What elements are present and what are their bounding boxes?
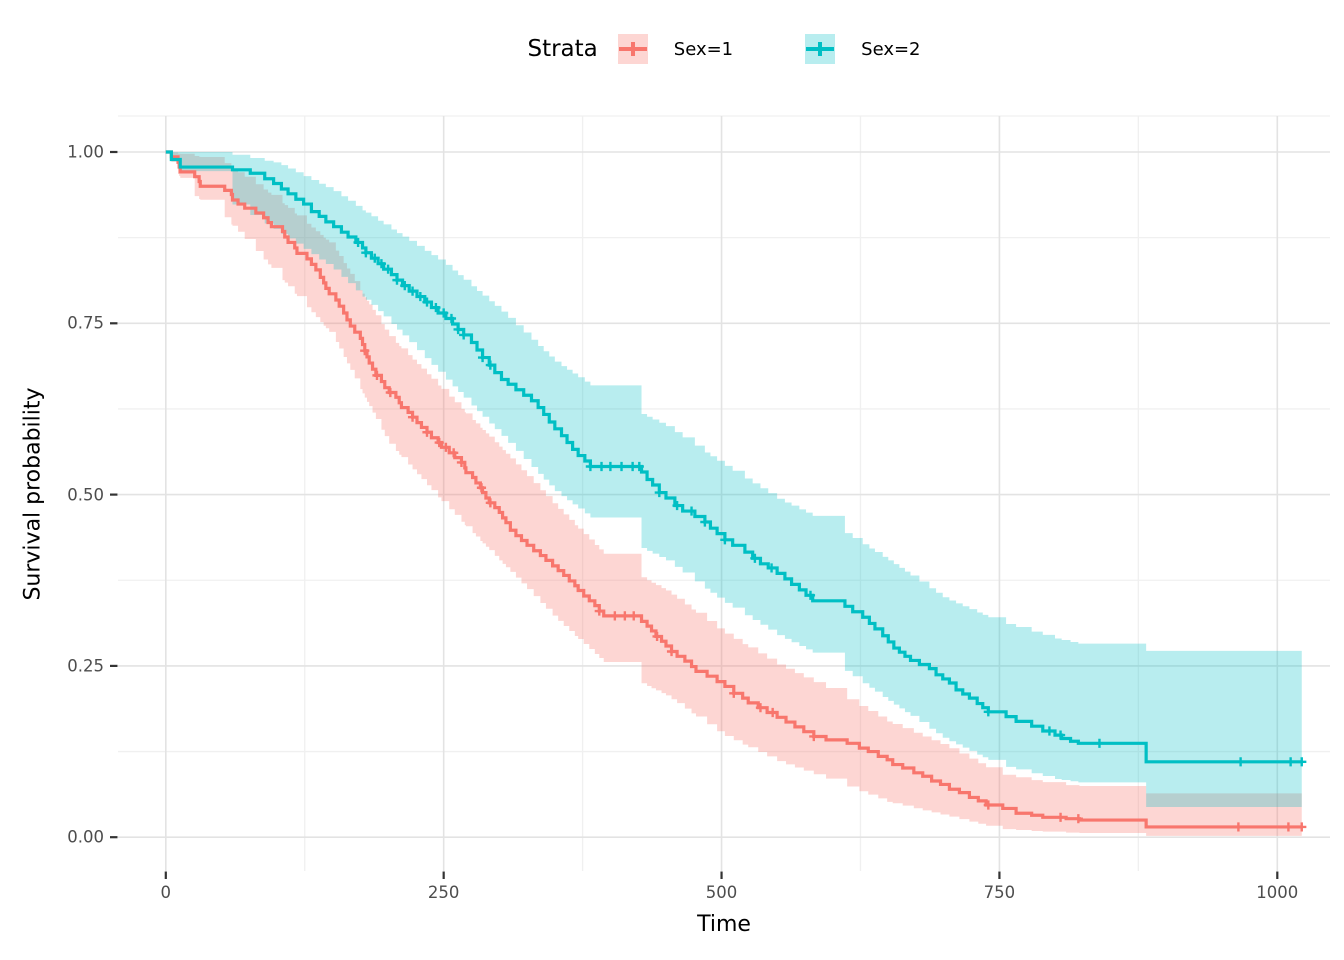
censor-mark-sex-2 [370,253,380,263]
censor-mark-sex-2 [459,330,469,340]
censor-mark-sex-1 [666,646,677,657]
legend-key-censor-tick [630,42,635,56]
censor-mark-sex-2 [453,324,463,335]
censor-mark-sex-2 [392,275,402,285]
censor-mark-sex-2 [439,308,449,318]
censor-mark-sex-1 [594,606,604,616]
censor-mark-sex-1 [809,731,819,742]
x-axis-title: Time [697,912,751,937]
y-tick-label-0.25: 0.25 [67,656,104,676]
censor-mark-sex-1 [485,498,495,508]
censor-mark-sex-1 [1233,822,1243,832]
censor-mark-sex-1 [407,412,418,422]
censor-mark-sex-1 [1073,814,1083,824]
censor-mark-sex-1 [755,703,766,713]
censor-mark-sex-2 [1236,757,1246,767]
censor-mark-sex-2 [596,461,607,472]
legend-items: Sex=1 Sex=2 [617,34,921,64]
x-tick-label-0: 0 [160,883,172,902]
censor-mark-sex-2 [407,286,418,296]
censor-mark-sex-2 [415,291,425,302]
censor-mark-sex-2 [750,553,760,563]
censor-mark-sex-2 [672,500,682,511]
censor-mark-sex-2 [400,281,410,291]
censor-mark-sex-2 [383,264,393,274]
x-tick-label-1000: 1000 [1256,883,1299,902]
censor-mark-sex-2 [605,461,615,472]
x-tick-label-250: 250 [427,883,460,902]
legend-label-sex2: Sex=2 [861,38,921,60]
legend: Strata Sex=1 Sex=2 [118,34,1330,64]
legend-item-sex2[interactable]: Sex=2 [805,34,921,64]
censor-mark-sex-2 [431,302,441,313]
legend-label-sex1: Sex=1 [673,38,734,60]
censor-mark-sex-2 [446,313,457,324]
censor-mark-sex-1 [983,800,993,810]
censor-mark-sex-2 [1286,757,1296,767]
censor-mark-sex-1 [385,387,395,398]
x-tick-label-500: 500 [705,883,738,902]
censor-mark-sex-1 [422,427,432,437]
censor-mark-sex-1 [441,442,451,452]
censor-mark-sex-2 [720,535,730,545]
censor-mark-sex-2 [654,487,664,498]
censor-mark-sex-2 [766,563,777,573]
survival-curve-sex-1 [165,150,1302,829]
legend-title: Strata [527,36,598,62]
censor-mark-sex-2 [616,461,627,472]
censor-mark-sex-2 [805,590,816,600]
confidence-ribbon-sex-1 [165,152,1302,836]
censor-mark-sex-2 [1044,726,1055,736]
censor-mark-sex-2 [585,461,595,472]
censor-mark-sex-1 [610,611,620,621]
y-tick-label-0.00: 0.00 [67,827,104,847]
legend-item-sex1[interactable]: Sex=1 [617,34,734,64]
censor-mark-sex-2 [700,517,710,527]
censor-mark-sex-1 [1055,812,1066,822]
censor-mark-sex-2 [1055,730,1066,740]
legend-key-sex2-icon [805,34,836,64]
censor-mark-sex-2 [983,707,993,717]
censor-mark-sex-2 [485,360,495,370]
censor-mark-sex-1 [1283,822,1294,832]
censor-mark-sex-1 [434,437,444,448]
censor-mark-sex-2 [477,352,488,363]
censor-mark-sex-1 [476,483,487,493]
censor-mark-sex-2 [1094,738,1105,748]
legend-key-sex1-icon [617,34,648,64]
censor-mark-sex-1 [620,611,630,621]
censor-mark-sex-1 [372,370,382,380]
censor-mark-sex-1 [629,611,639,621]
y-tick-label-0.50: 0.50 [67,485,104,505]
censor-mark-sex-1 [360,346,370,356]
censor-mark-sex-1 [449,448,459,458]
censor-mark-sex-1 [1297,822,1307,832]
censor-mark-sex-2 [1297,757,1307,767]
censor-mark-sex-2 [361,248,371,258]
y-tick-label-0.75: 0.75 [67,313,104,333]
censor-mark-sex-1 [768,707,778,718]
censor-mark-sex-2 [353,237,363,248]
legend-key-censor-tick [818,42,823,56]
censor-mark-sex-1 [729,688,739,698]
censor-mark-sex-2 [686,506,697,516]
survival-curve-sex-2 [165,150,1302,764]
y-tick-label-1.00: 1.00 [67,142,104,162]
censor-mark-sex-2 [634,461,644,472]
censor-mark-sex-2 [376,259,387,269]
censor-mark-sex-1 [652,631,662,642]
censor-mark-sex-1 [456,457,467,467]
x-tick-label-750: 750 [983,883,1016,902]
censor-mark-sex-2 [422,297,432,307]
confidence-ribbon-sex-2 [165,152,1302,808]
